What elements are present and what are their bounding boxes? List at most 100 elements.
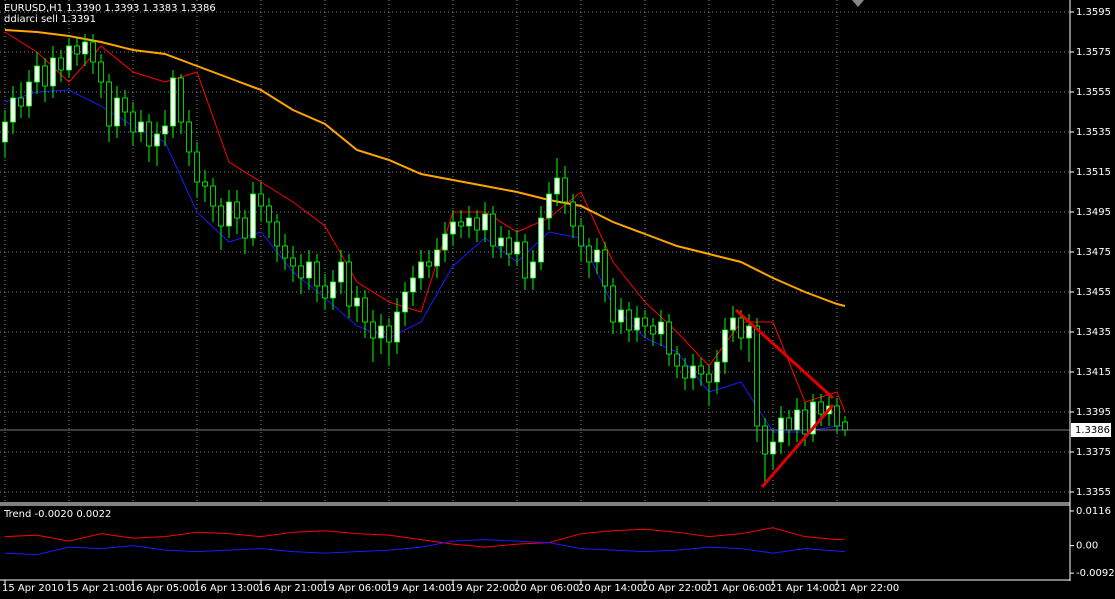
candle-body [410,277,416,293]
y-tick-label: 1.3415 [1076,367,1111,378]
candle-body [842,421,848,431]
candle-body [514,241,520,255]
candle-body [258,193,264,207]
candle-body [586,245,592,263]
candle-body [186,121,192,153]
x-tick-label: 15 Apr 2010 [2,583,64,594]
candle-body [530,261,536,279]
candle-body [402,291,408,313]
candle-body [274,221,280,247]
price-tag-label: 1.3386 [1075,425,1110,436]
candle-body [682,365,688,379]
candle-body [754,325,760,427]
x-tick-label: 19 Apr 14:00 [386,583,451,594]
candle-body [98,61,104,83]
candle-body [338,261,344,283]
candle-body [202,181,208,187]
x-tick-label: 21 Apr 14:00 [770,583,835,594]
candle-body [442,233,448,251]
candle-body [178,77,184,123]
candle-body [602,249,608,287]
candle-body [522,241,528,279]
candle-body [90,41,96,63]
indicator-label: ddiarci sell 1.3391 [4,14,96,25]
y-tick-label: 1.3475 [1076,247,1111,258]
y-tick-label: 1.3595 [1076,7,1111,18]
y-tick-label: 1.3515 [1076,167,1111,178]
x-tick-label: 19 Apr 22:00 [450,583,515,594]
candle-body [290,257,296,267]
candle-body [818,401,824,415]
candle-body [58,57,64,71]
candle-body [210,185,216,207]
candle-body [642,317,648,327]
indicator-title: Trend -0.0020 0.0022 [3,509,111,520]
candle-body [106,81,112,127]
trendline [734,308,835,400]
candle-body [730,317,736,331]
candle-body [634,317,640,331]
indicator-line [4,539,846,556]
candle-body [138,121,144,133]
candle-body [218,205,224,227]
candle-body [794,409,800,431]
plot [0,29,1070,556]
y-tick-label: 1.3455 [1076,287,1111,298]
candle-body [162,125,168,135]
x-tick-label: 21 Apr 06:00 [706,583,771,594]
candle-body [146,121,152,147]
candle-body [666,321,672,355]
y-tick-label: 1.3495 [1076,207,1111,218]
candle-body [362,297,368,323]
indicator-line [4,29,846,307]
candle-body [130,111,136,133]
x-tick-label: 16 Apr 13:00 [194,583,259,594]
x-tick-label: 16 Apr 21:00 [258,583,323,594]
candle-body [370,321,376,339]
candle-body [378,325,384,339]
candle-body [482,213,488,231]
candle-body [674,353,680,367]
candle-body [506,237,512,255]
candle-body [698,365,704,375]
candle-body [18,97,24,107]
candle-body [658,321,664,335]
scroll-marker [852,0,864,7]
x-tick-label: 20 Apr 22:00 [642,583,707,594]
y-tick-label: 0.00 [1076,541,1098,552]
candle-body [434,249,440,267]
x-tick-label: 15 Apr 21:00 [66,583,131,594]
candle-body [114,97,120,127]
candle-body [570,201,576,227]
candle-body [386,325,392,343]
candle-body [810,401,816,435]
candle-body [618,309,624,323]
y-tick-label: 1.3555 [1076,87,1111,98]
candle-body [394,311,400,343]
y-tick-label: 1.3575 [1076,47,1111,58]
x-tick-label: 20 Apr 14:00 [578,583,643,594]
x-tick-label: 16 Apr 05:00 [130,583,195,594]
candle-body [498,237,504,247]
y-tick-label: 1.3535 [1076,127,1111,138]
candle-body [626,309,632,331]
candle-body [322,285,328,299]
candle-body [74,45,80,55]
candle-body [554,177,560,195]
candle-body [354,297,360,307]
candle-body [706,373,712,383]
candle-body [194,151,200,183]
price-tag [1071,423,1111,437]
candle-body [250,193,256,239]
candle-body [282,245,288,259]
candle-body [314,261,320,287]
candle-body [306,261,312,279]
candle-body [594,249,600,263]
candle-body [154,133,160,147]
y-tick-label: -0.0092 [1076,568,1115,579]
candle-body [474,217,480,231]
candle-body [298,265,304,279]
